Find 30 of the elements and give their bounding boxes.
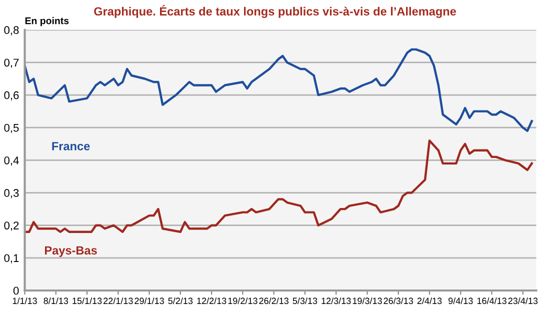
x-tick-label: 19/2/13 bbox=[228, 297, 258, 304]
y-tick-label: 0,2 bbox=[4, 222, 19, 231]
chart-title: Graphique. Écarts de taux longs publics vis-à-vis de l’Allemagne bbox=[94, 4, 456, 18]
x-tick-label: 2/4/13 bbox=[417, 297, 442, 304]
x-tick-label: 26/3/13 bbox=[384, 297, 414, 304]
y-tick-label: 0,6 bbox=[4, 91, 19, 100]
y-tick-label: 0,8 bbox=[4, 26, 19, 36]
y-tick-label: 0,7 bbox=[4, 58, 19, 68]
series-label: Pays-Bas bbox=[44, 246, 97, 257]
y-axis-title: En points bbox=[25, 17, 69, 26]
text: France bbox=[52, 142, 90, 150]
x-tick-label: 9/4/13 bbox=[448, 297, 473, 304]
y-tick-label: 0,5 bbox=[4, 124, 19, 134]
y-tick-label: 0,3 bbox=[4, 189, 19, 198]
x-tick-label: 5/3/13 bbox=[292, 297, 318, 304]
x-tick-label: 23/4/13 bbox=[508, 297, 538, 304]
x-tick-label: 5/2/13 bbox=[168, 297, 193, 304]
x-tick-label: 8/1/13 bbox=[44, 297, 68, 304]
x-tick-label: 16/4/13 bbox=[477, 297, 506, 304]
y-tick-label: 0,4 bbox=[4, 156, 19, 166]
x-tick-label: 12/2/13 bbox=[197, 297, 226, 304]
x-tick-label: 29/1/13 bbox=[134, 297, 164, 304]
x-tick-label: 26/2/13 bbox=[259, 297, 288, 304]
x-tick-label: 22/1/13 bbox=[104, 297, 133, 304]
y-tick-label: 0,1 bbox=[4, 254, 19, 264]
y-tick-label: 0 bbox=[13, 286, 19, 295]
x-tick-label: 1/1/13 bbox=[12, 297, 37, 304]
x-tick-label: 12/3/13 bbox=[322, 297, 351, 304]
x-tick-label: 15/1/13 bbox=[72, 297, 102, 304]
x-tick-label: 19/3/13 bbox=[352, 297, 382, 304]
